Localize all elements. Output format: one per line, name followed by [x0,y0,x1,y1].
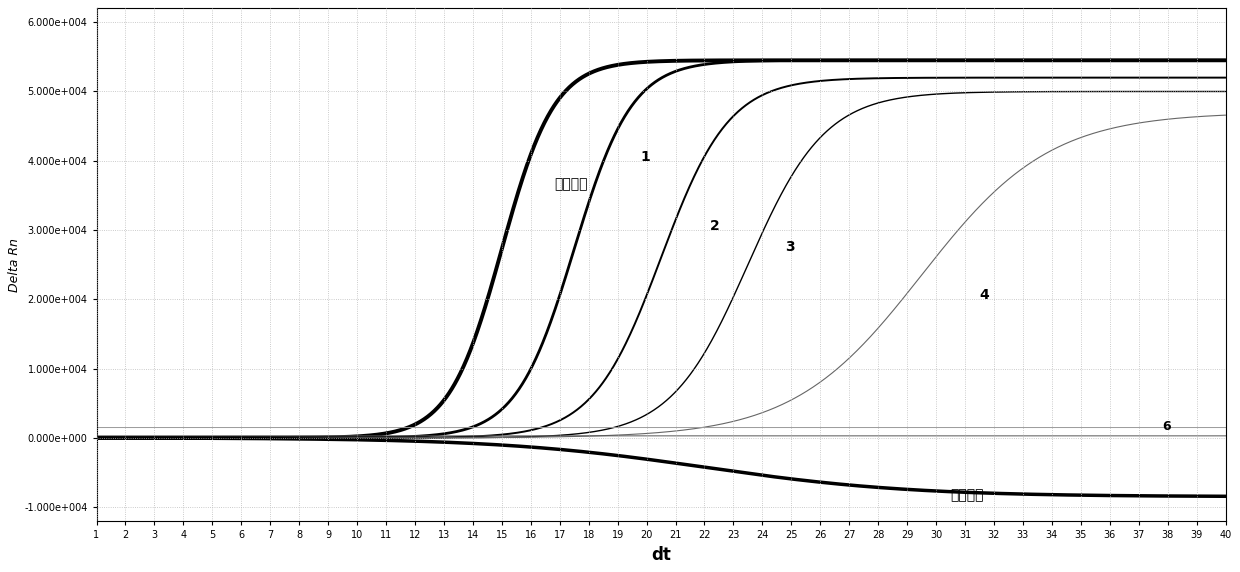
Text: 4: 4 [980,288,990,303]
Text: 1: 1 [641,150,651,164]
Text: 阳性对照: 阳性对照 [554,177,588,192]
Text: 6: 6 [1162,420,1171,432]
Text: 3: 3 [785,240,795,254]
X-axis label: dt: dt [651,546,671,563]
Text: 阴性对照: 阴性对照 [951,488,985,502]
Y-axis label: Delta Rn: Delta Rn [9,238,21,292]
Text: 2: 2 [711,219,720,233]
